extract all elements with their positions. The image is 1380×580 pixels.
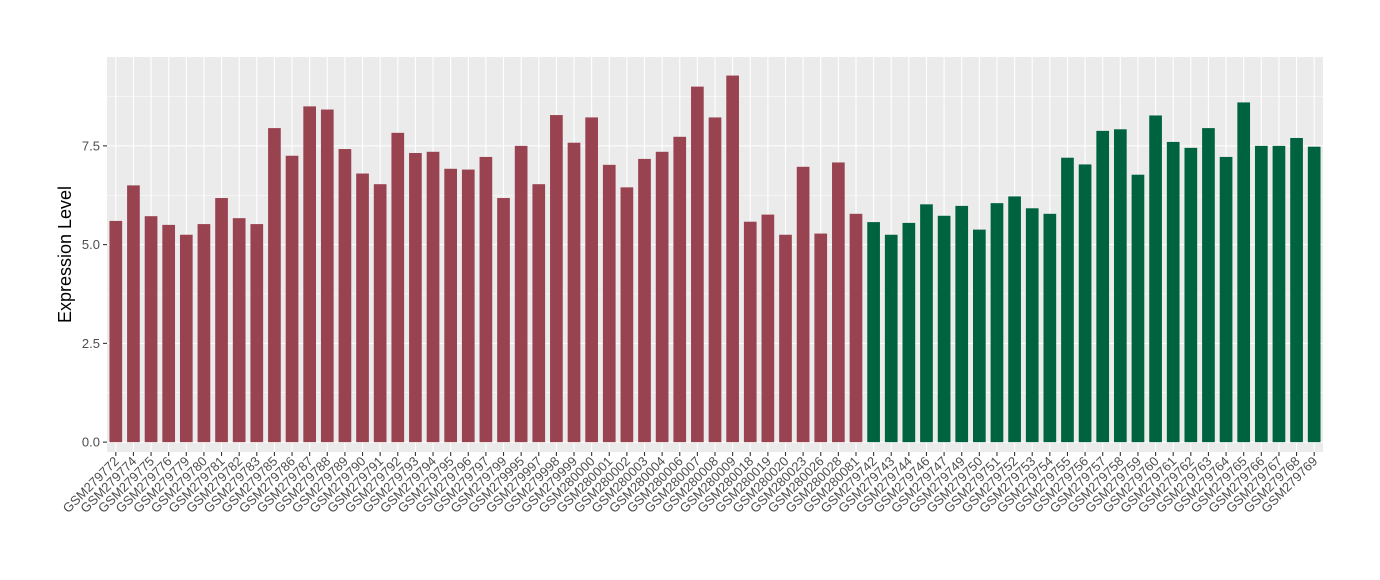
bar-GSM279774: [127, 185, 140, 443]
bar-GSM280004: [655, 151, 669, 443]
bar-GSM280006: [673, 136, 687, 443]
bar-GSM279997: [532, 184, 546, 443]
bar-GSM280003: [638, 158, 651, 443]
bar-GSM279764: [1219, 156, 1233, 443]
bar-GSM279754: [1043, 213, 1057, 443]
bar-GSM279750: [973, 229, 986, 443]
bar-GSM279775: [144, 216, 158, 443]
bar-GSM279781: [215, 198, 228, 443]
bar-GSM279752: [1008, 196, 1021, 443]
bar-GSM279785: [268, 128, 281, 443]
y-axis-title: Expression Level: [55, 186, 75, 323]
bar-GSM279782: [232, 218, 246, 443]
bar-GSM279767: [1272, 145, 1286, 443]
bar-GSM279753: [1025, 208, 1039, 443]
bar-GSM279742: [867, 222, 880, 443]
bar-GSM280009: [726, 75, 739, 443]
bar-GSM279755: [1061, 157, 1074, 443]
x-axis: GSM279772GSM279774GSM279775GSM279776GSM2…: [60, 452, 1320, 516]
bar-GSM279763: [1202, 128, 1215, 443]
bar-GSM279751: [990, 203, 1004, 443]
y-tick-label: 2.5: [82, 336, 100, 351]
bar-GSM279744: [902, 222, 916, 443]
bar-GSM279779: [179, 234, 193, 443]
bar-GSM280081: [849, 213, 863, 443]
bar-GSM279757: [1096, 130, 1110, 443]
bar-GSM279766: [1254, 145, 1268, 443]
bar-GSM279786: [285, 155, 299, 443]
bar-GSM280023: [796, 166, 810, 443]
bar-GSM279794: [426, 151, 440, 443]
y-axis: 0.0 2.5 5.0 7.5: [82, 138, 107, 450]
y-tick-label: 7.5: [82, 138, 100, 153]
bar-GSM279795: [444, 168, 457, 443]
bar-GSM280002: [620, 187, 634, 443]
bar-GSM279761: [1166, 141, 1180, 443]
bar-GSM280001: [602, 164, 616, 443]
bar-GSM279797: [479, 156, 493, 443]
bar-GSM279746: [920, 204, 933, 443]
bar-GSM279789: [338, 149, 352, 443]
bar-GSM279790: [356, 173, 369, 443]
bar-GSM279749: [955, 205, 969, 443]
bar-GSM280019: [761, 214, 775, 443]
bar-GSM280007: [691, 86, 704, 443]
bar-GSM279765: [1237, 102, 1251, 443]
bar-GSM279799: [497, 198, 510, 443]
bar-GSM279788: [320, 109, 334, 443]
bar-GSM280026: [814, 233, 828, 443]
bar-GSM279769: [1307, 146, 1321, 443]
bar-GSM279758: [1113, 129, 1127, 443]
bar-GSM279998: [550, 115, 563, 443]
bar-GSM280018: [743, 221, 757, 443]
bar-GSM280028: [832, 162, 845, 443]
bar-GSM279776: [162, 224, 176, 443]
bar-GSM279747: [937, 215, 951, 443]
bar-GSM279768: [1290, 137, 1303, 443]
bar-GSM279793: [409, 152, 422, 443]
bar-GSM279743: [884, 234, 898, 443]
bar-GSM279787: [303, 106, 317, 443]
y-tick-label: 5.0: [82, 237, 100, 252]
bar-GSM279792: [391, 132, 405, 443]
bar-GSM280000: [585, 117, 598, 443]
bar-GSM279759: [1131, 174, 1145, 443]
bar-GSM279791: [373, 184, 387, 443]
bars: [109, 75, 1321, 443]
bar-GSM279995: [514, 145, 528, 443]
bar-GSM280020: [779, 234, 792, 443]
bar-GSM279760: [1149, 115, 1162, 443]
bar-GSM279762: [1184, 147, 1198, 443]
bar-GSM279783: [250, 224, 264, 443]
bar-GSM279780: [197, 224, 211, 443]
bar-GSM279772: [109, 220, 123, 443]
bar-GSM279999: [567, 142, 581, 443]
bar-GSM279796: [461, 169, 475, 443]
y-tick-label: 0.0: [82, 435, 100, 450]
bar-GSM280008: [708, 117, 722, 443]
bar-GSM279756: [1078, 164, 1092, 443]
